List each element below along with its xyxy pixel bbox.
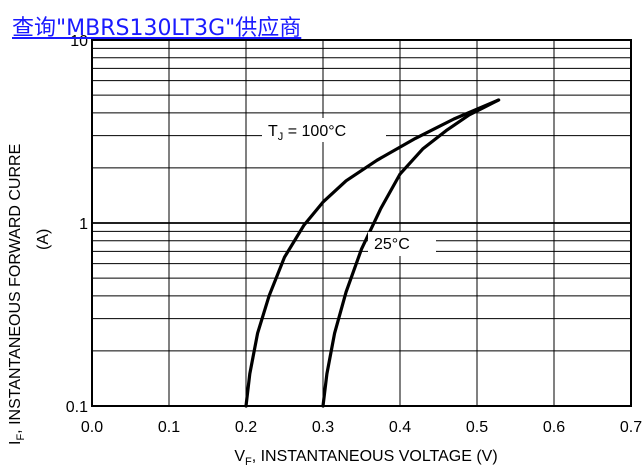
x-axis-title-main: V [234, 448, 245, 465]
y-axis-title-main: I [7, 441, 24, 445]
x-axis-title-sub: F [245, 456, 252, 468]
x-tick-label: 0.1 [158, 419, 180, 436]
y-tick-label: 1 [79, 216, 88, 233]
annotation-tj100-rest: = 100°C [283, 123, 346, 140]
x-axis-title: VF, INSTANTANEOUS VOLTAGE (V) [234, 448, 497, 468]
x-tick-label: 0.4 [389, 419, 411, 436]
x-tick-label: 0.5 [466, 419, 488, 436]
y-axis-title: IF, INSTANTANEOUS FORWARD CURRE [7, 144, 27, 445]
y-axis-title-rest: , INSTANTANEOUS FORWARD CURRE [7, 144, 24, 434]
grid [91, 39, 632, 407]
y-axis-unit: (A) [35, 229, 52, 250]
annotation-25c-bg [368, 232, 436, 256]
x-tick-labels: 0.0 0.1 0.2 0.3 0.4 0.5 0.6 0.7 [81, 419, 642, 436]
plot-frame [91, 39, 632, 407]
x-tick-label: 0.6 [543, 419, 565, 436]
series-line-tj-100c [244, 98, 501, 408]
x-tick-label: 0.0 [81, 419, 103, 436]
annotation-tj100-sub: J [278, 131, 284, 143]
curves [244, 98, 501, 408]
y-tick-labels: 0.1 1 10 [66, 33, 88, 416]
x-tick-label: 0.3 [312, 419, 334, 436]
supplier-link[interactable]: 查询"MBRS130LT3G"供应商 [12, 16, 302, 41]
series-line-tj-25c [321, 98, 501, 408]
x-tick-label: 0.2 [235, 419, 257, 436]
x-axis-title-rest: , INSTANTANEOUS VOLTAGE (V) [252, 448, 498, 465]
annotation-tj100-main: T [268, 123, 278, 140]
annotation-25c: 25°C [374, 236, 410, 253]
y-tick-label: 0.1 [66, 399, 88, 416]
y-axis-title-sub: F [15, 434, 27, 441]
annotation-tj100: TJ = 100°C [268, 123, 346, 143]
y-tick-label: 10 [70, 33, 88, 50]
annotation-tj100-bg [262, 118, 386, 142]
x-tick-label: 0.7 [620, 419, 642, 436]
